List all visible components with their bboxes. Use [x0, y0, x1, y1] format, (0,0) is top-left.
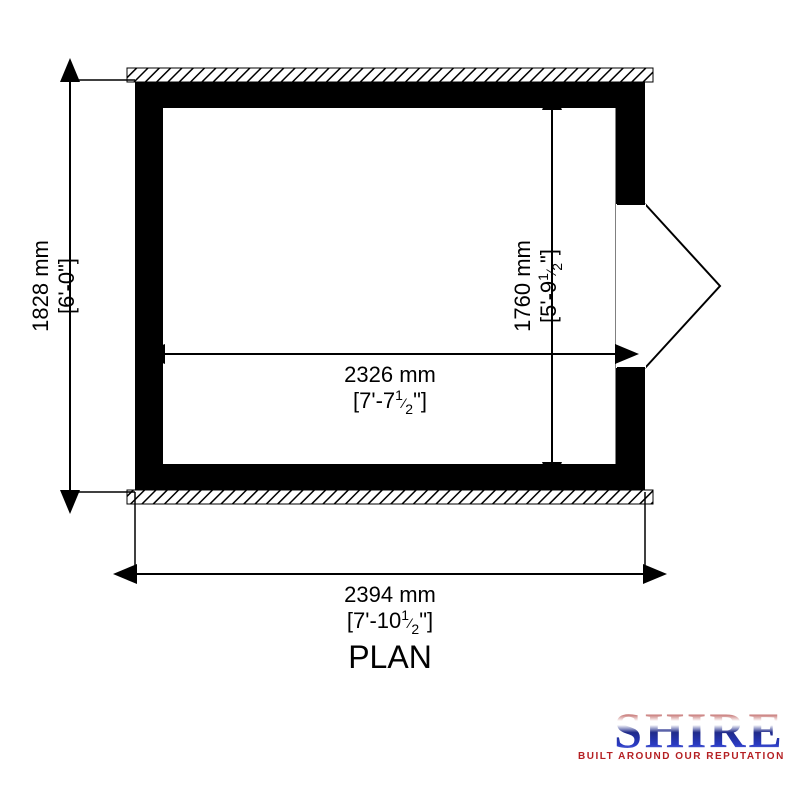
svg-text:[6'-0"]: [6'-0"] [54, 258, 79, 314]
svg-text:[7'-101⁄2"]: [7'-101⁄2"] [347, 607, 433, 637]
svg-text:[7'-71⁄2"]: [7'-71⁄2"] [353, 387, 427, 417]
brand-logo: SHIRE BUILT AROUND OUR REPUTATION [578, 705, 785, 762]
svg-text:1760 mm: 1760 mm [510, 240, 535, 332]
dimension-label: 2326 mm[7'-71⁄2"] [344, 362, 436, 417]
door-opening [616, 204, 646, 368]
svg-text:2326 mm: 2326 mm [344, 362, 436, 387]
dimension-label: 1828 mm[6'-0"] [28, 240, 79, 332]
dimension-label: 1760 mm[5'-91⁄2"] [510, 240, 565, 332]
svg-text:[5'-91⁄2"]: [5'-91⁄2"] [535, 249, 565, 323]
door-swing [645, 204, 720, 368]
svg-text:2394 mm: 2394 mm [344, 582, 436, 607]
brand-tagline: BUILT AROUND OUR REPUTATION [578, 751, 785, 762]
brand-name: SHIRE [578, 705, 785, 755]
plan-title: PLAN [348, 639, 432, 675]
top-edge-strip [127, 68, 653, 82]
bottom-edge-strip [127, 490, 653, 504]
plan-diagram: 1828 mm[6'-0"]2394 mm[7'-101⁄2"]2326 mm[… [0, 0, 800, 800]
dimension-label: 2394 mm[7'-101⁄2"] [344, 582, 436, 637]
svg-text:1828 mm: 1828 mm [28, 240, 53, 332]
